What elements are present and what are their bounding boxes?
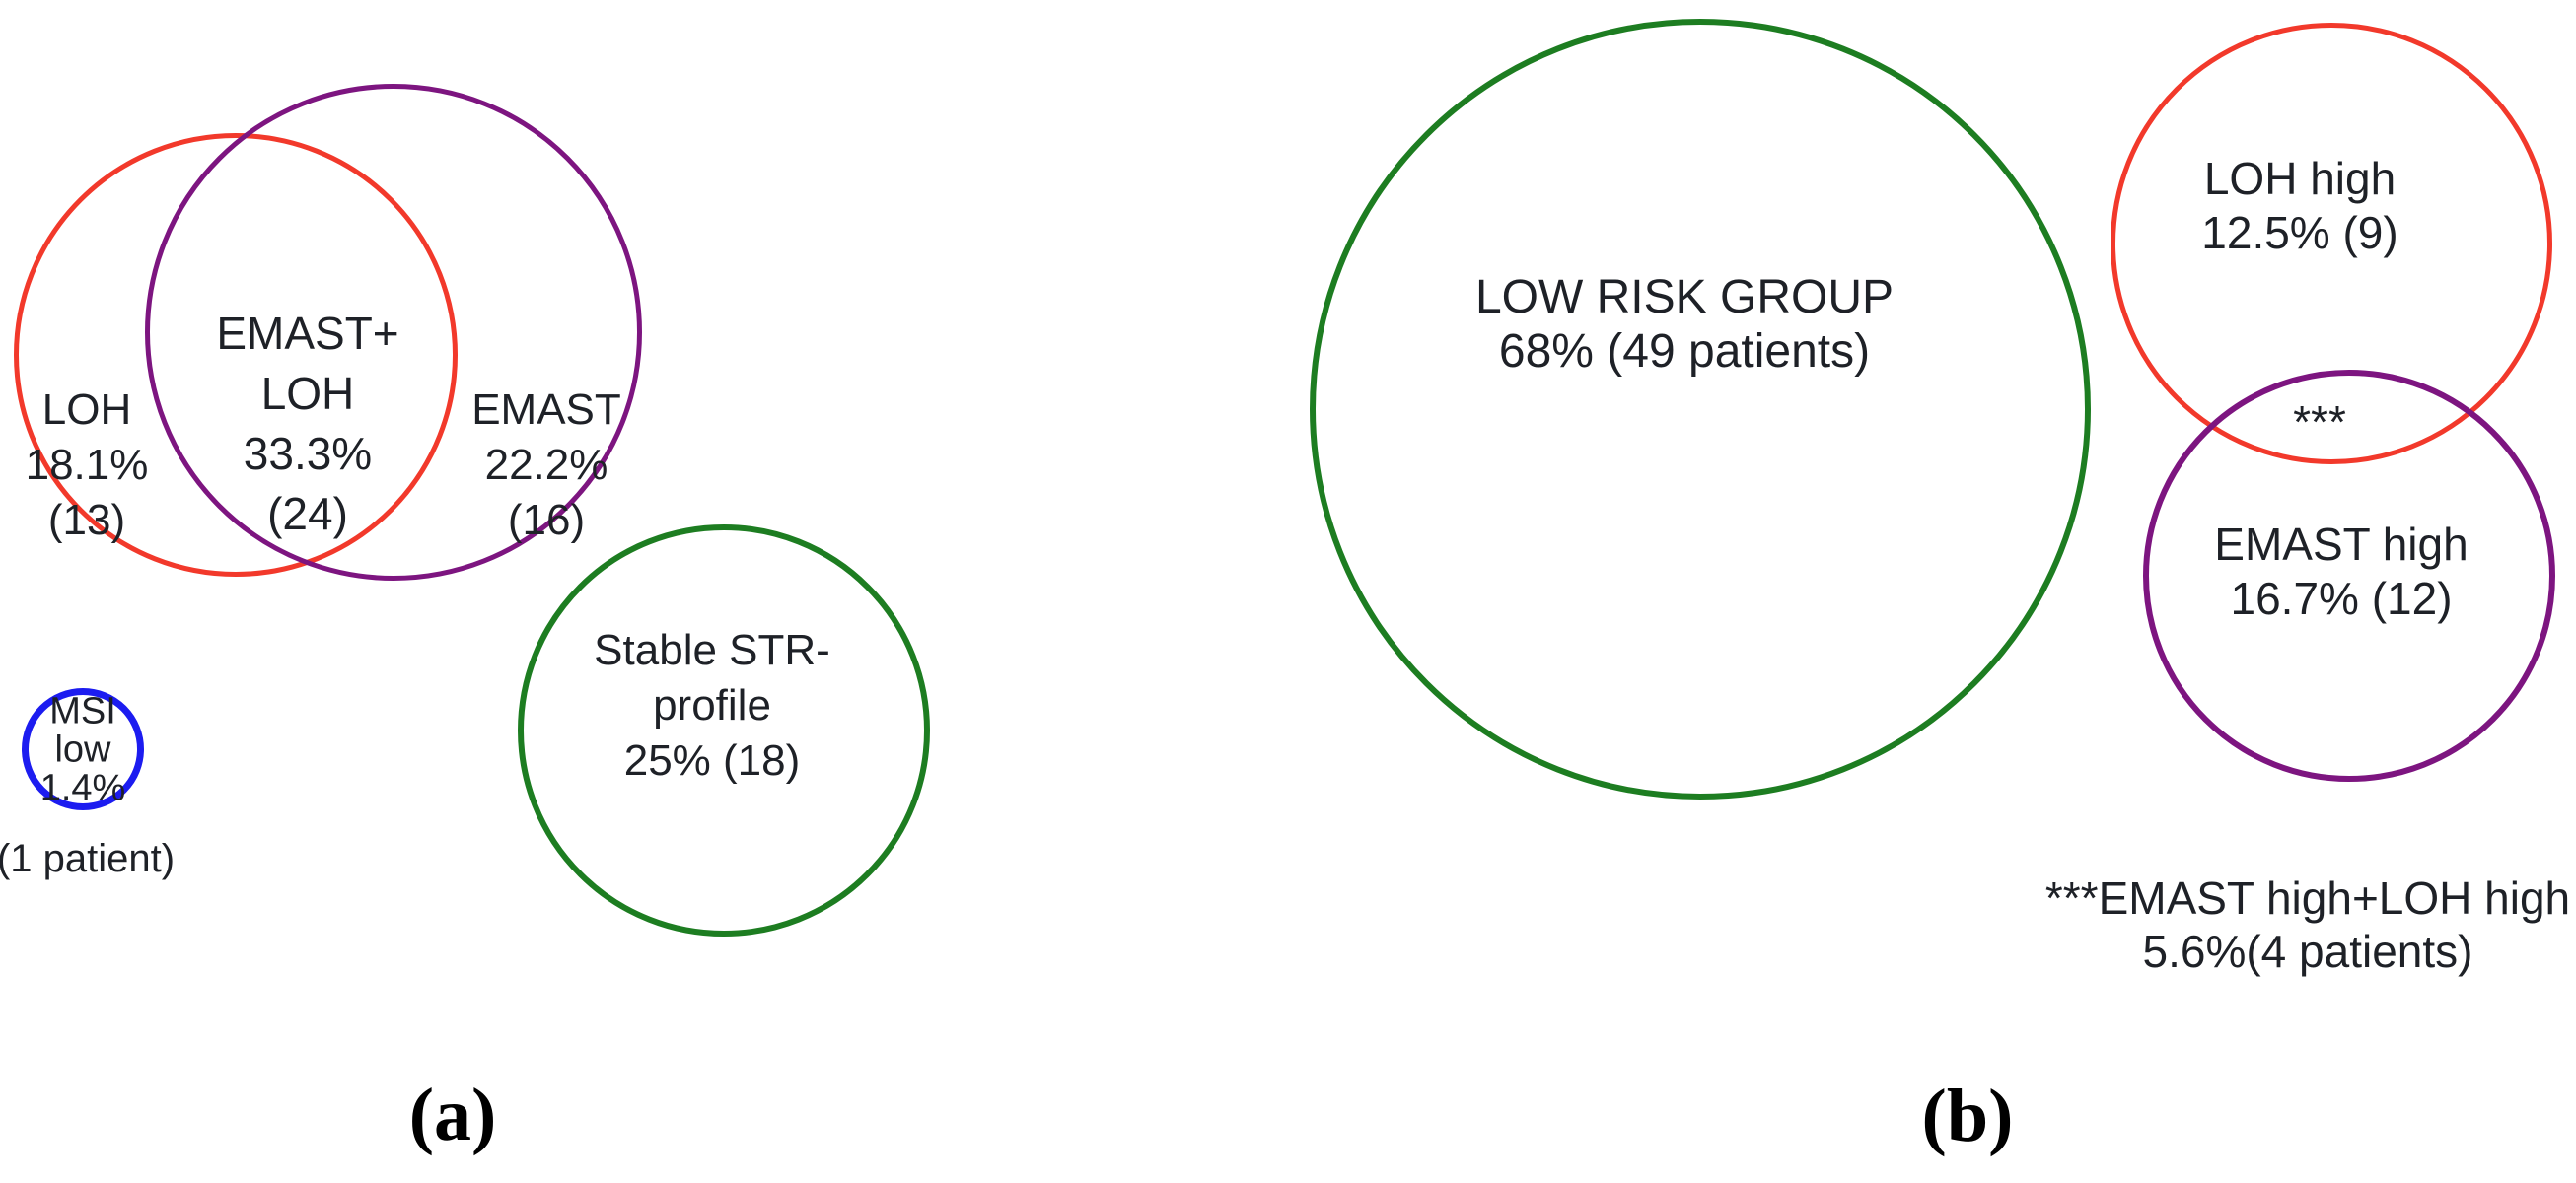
label-line: 18.1% [25,441,149,489]
caption-a: (a) [409,1075,497,1155]
stable-str-circle [518,524,930,937]
label-line: 12.5% (9) [2201,207,2398,258]
label-line: EMAST high [2214,519,2469,570]
label-line: low [54,729,111,771]
label-line: (a) [408,1074,497,1156]
overlap-legend-label: ***EMAST high+LOH high 5.6%(4 patients) [2045,871,2570,978]
label-line: LOH [260,368,355,419]
label-line: (24) [267,488,348,539]
loh-high-label: LOH high 12.5% (9) [2201,152,2397,260]
low-risk-label: LOW RISK GROUP 68% (49 patients) [1475,270,1894,379]
label-line: (16) [507,496,586,544]
overlap-stars-label: *** [2293,397,2346,447]
label-line: (b) [1921,1075,2014,1157]
loh-label: LOH 18.1% (13) [26,383,149,548]
label-line: ***EMAST high+LOH high [2044,872,2571,924]
label-line: (1 patient) [0,837,176,880]
label-line: 16.7% (12) [2230,573,2453,624]
emast-label: EMAST 22.2% (16) [471,383,621,548]
label-line: 1.4% [39,767,126,809]
label-line: (13) [47,496,126,544]
caption-b: (b) [1922,1076,2014,1156]
label-line: EMAST+ [216,308,399,359]
emast-loh-overlap-label: EMAST+ LOH 33.3% (24) [216,304,398,544]
emast-high-label: EMAST high 16.7% (12) [2214,518,2468,626]
msi-low-label: MSI low 1.4% [39,690,126,809]
label-line: LOW RISK GROUP [1474,271,1895,323]
label-line: LOH high [2203,153,2397,204]
stable-str-label: Stable STR-profile 25% (18) [594,623,830,789]
emast-high-circle [2143,370,2555,782]
label-line: Stable STR- [594,626,830,674]
label-line: 22.2% [484,441,608,489]
low-risk-circle [1310,19,2091,800]
label-line: 5.6%(4 patients) [2142,926,2473,977]
msi-low-circle [22,688,144,810]
msi-low-count-label: (1 patient) [0,835,175,882]
label-line: *** [2293,396,2346,448]
label-line: 33.3% [243,428,373,479]
label-line: MSI [49,690,116,732]
label-line: EMAST [471,385,621,434]
label-line: profile [653,681,771,730]
emast-circle [145,84,642,581]
label-line: 68% (49 patients) [1498,325,1871,378]
label-line: LOH [41,385,132,434]
label-line: 25% (18) [623,736,801,785]
